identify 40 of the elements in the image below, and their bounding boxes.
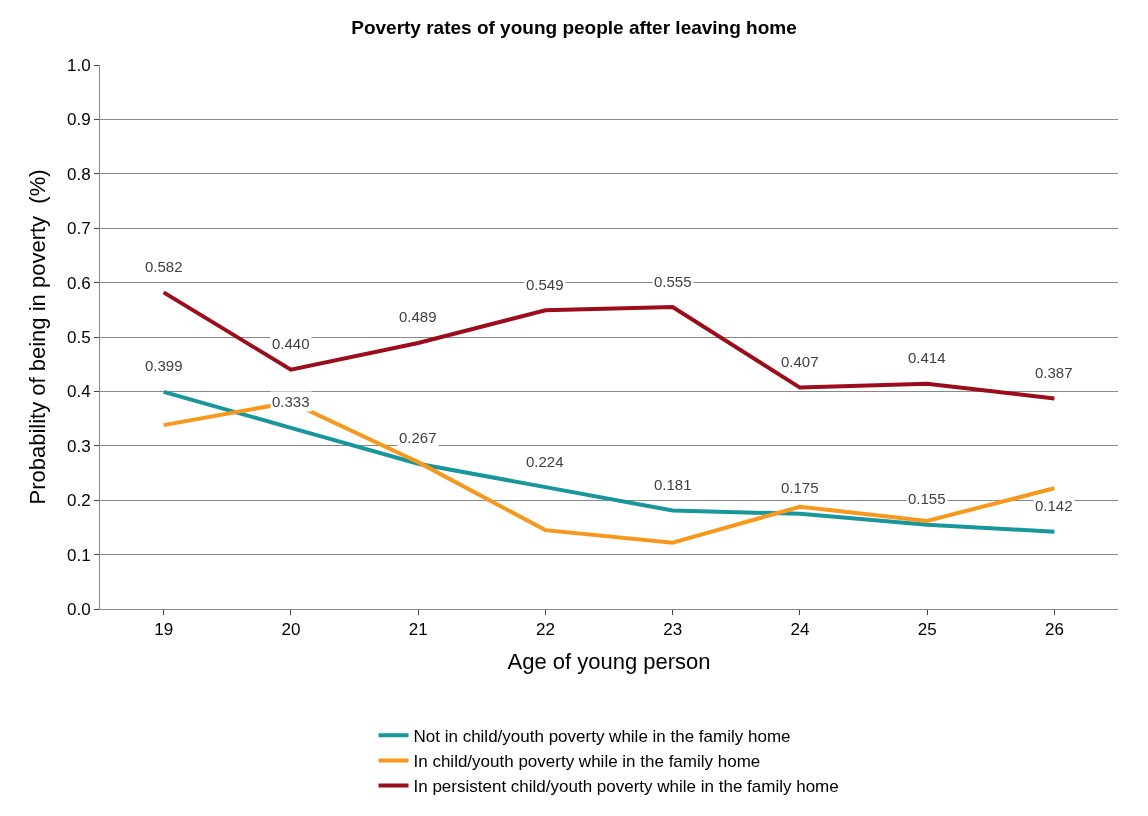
x-tick-label: 24: [790, 620, 810, 640]
x-tick-label: 23: [663, 620, 683, 640]
y-axis-title: Probability of being in poverty (%): [24, 169, 50, 505]
x-axis-title: Age of young person: [507, 649, 711, 675]
data-label: 0.582: [145, 258, 183, 275]
x-tick-label: 21: [408, 620, 428, 640]
legend-label: Not in child/youth poverty while in the family home: [413, 726, 791, 746]
x-tick-label: 20: [281, 620, 301, 640]
data-label: 0.142: [1035, 497, 1073, 514]
x-tick-label: 25: [917, 620, 937, 640]
y-tick-label: 0.4: [66, 382, 91, 402]
data-label: 0.155: [908, 490, 946, 507]
data-label: 0.555: [654, 273, 692, 290]
data-label: 0.549: [526, 276, 564, 293]
y-tick-label: 1.0: [66, 55, 91, 75]
y-tick-label: 0.5: [66, 327, 91, 347]
data-label: 0.175: [781, 479, 819, 496]
data-label: 0.489: [399, 308, 437, 325]
chart-title: Poverty rates of young people after leaving home: [351, 16, 797, 38]
data-label: 0.181: [654, 476, 692, 493]
y-tick-label: 0.2: [66, 491, 91, 511]
data-label: 0.399: [145, 357, 183, 374]
legend-label: In persistent child/youth poverty while in the family home: [413, 777, 839, 797]
data-label: 0.387: [1035, 364, 1073, 381]
y-tick-label: 0.1: [66, 545, 91, 565]
data-label: 0.414: [908, 349, 946, 366]
y-tick-label: 0.0: [66, 599, 91, 619]
x-tick-label: 26: [1044, 620, 1064, 640]
x-tick-label: 19: [154, 620, 174, 640]
x-tick-label: 22: [535, 620, 555, 640]
legend-label: In child/youth poverty while in the family home: [413, 752, 761, 772]
y-tick-label: 0.9: [66, 110, 91, 130]
y-tick-label: 0.6: [66, 273, 91, 293]
y-tick-label: 0.8: [66, 164, 91, 184]
data-label: 0.407: [781, 353, 819, 370]
data-label: 0.224: [526, 453, 564, 470]
data-label: 0.440: [272, 335, 310, 352]
data-label: 0.267: [399, 429, 437, 446]
y-tick-label: 0.7: [66, 219, 91, 239]
y-tick-label: 0.3: [66, 436, 91, 456]
